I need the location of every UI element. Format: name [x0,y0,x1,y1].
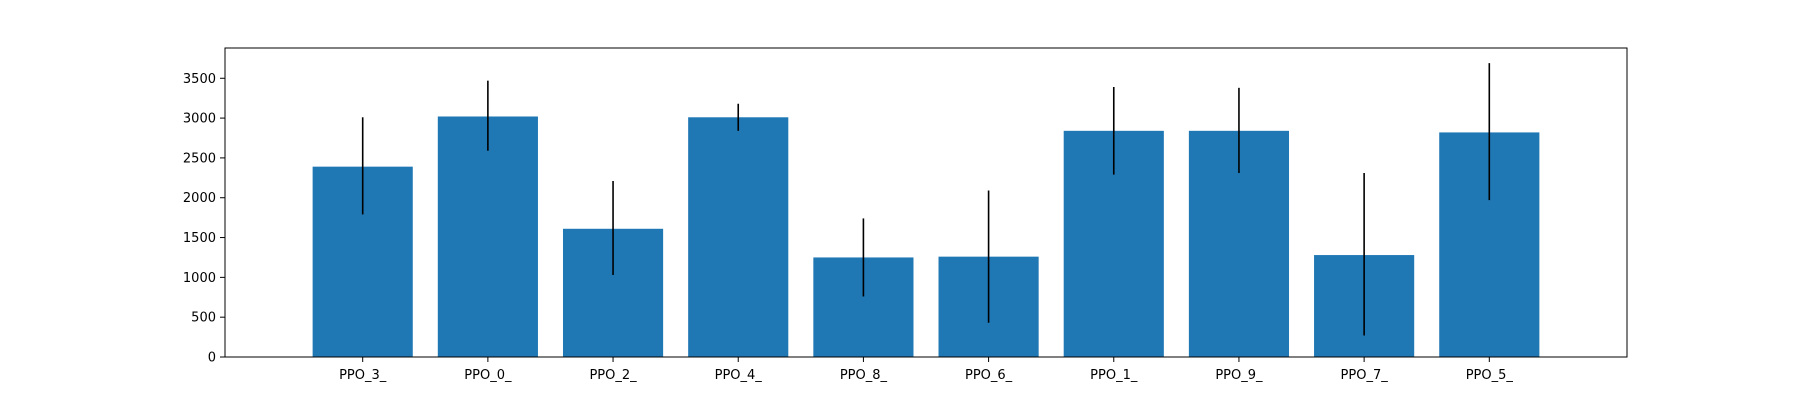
x-tick-label: PPO_4_ [715,368,763,383]
x-tick-label: PPO_9_ [1215,368,1263,383]
bar [688,117,789,358]
x-tick-label: PPO_2_ [589,368,637,383]
y-tick-label: 2500 [183,151,216,166]
x-tick-label: PPO_0_ [464,368,512,383]
x-tick-label: PPO_3_ [339,368,387,383]
plot-frame [224,47,1628,358]
y-tick-label: 1500 [183,231,216,246]
y-tick-label: 2000 [183,191,216,206]
x-tick-label: PPO_7_ [1341,368,1389,383]
x-tick-label: PPO_1_ [1090,368,1138,383]
x-tick-label: PPO_8_ [840,368,888,383]
x-tick-label: PPO_6_ [965,368,1013,383]
y-tick-label: 3000 [183,112,216,127]
x-tick-label: PPO_5_ [1466,368,1514,383]
bar [437,116,538,358]
y-tick-label: 1000 [183,271,216,286]
y-tick-label: 500 [191,311,216,326]
y-tick-label: 3500 [183,72,216,87]
y-tick-label: 0 [208,351,216,366]
